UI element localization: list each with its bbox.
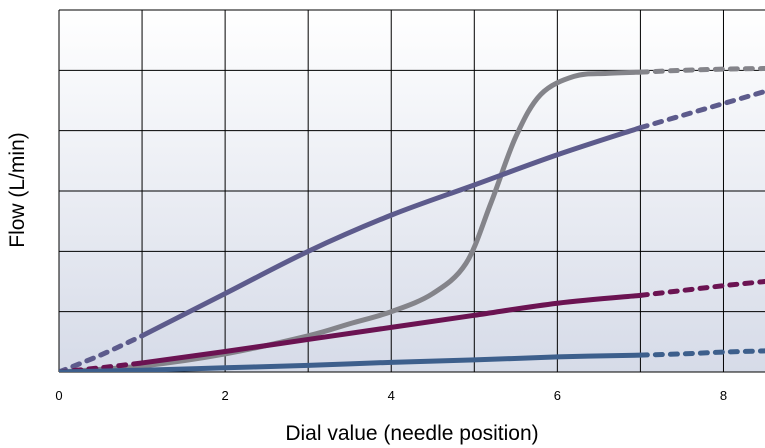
series-3-line — [139, 292, 643, 366]
series-1-dashed-segment — [637, 66, 765, 75]
series-4-line — [59, 352, 643, 372]
x-tick-label: 8 — [720, 388, 727, 403]
x-tick-label: 2 — [222, 388, 229, 403]
series-layer — [59, 66, 765, 372]
series-4-dashed-segment — [637, 348, 765, 358]
x-tick-label: 0 — [55, 388, 62, 403]
series-2-line — [139, 125, 643, 339]
series-2-dashed-segment — [59, 333, 145, 372]
x-axis-label: Dial value (needle position) — [285, 422, 538, 445]
series-2-dashed-segment — [637, 88, 765, 131]
x-tick-labels: 0 2 4 6 8 — [55, 388, 727, 403]
series-3-dashed-segment — [637, 279, 765, 298]
y-axis-label: Flow (L/min) — [6, 132, 29, 248]
x-tick-label: 4 — [388, 388, 395, 403]
x-tick-label: 6 — [554, 388, 561, 403]
